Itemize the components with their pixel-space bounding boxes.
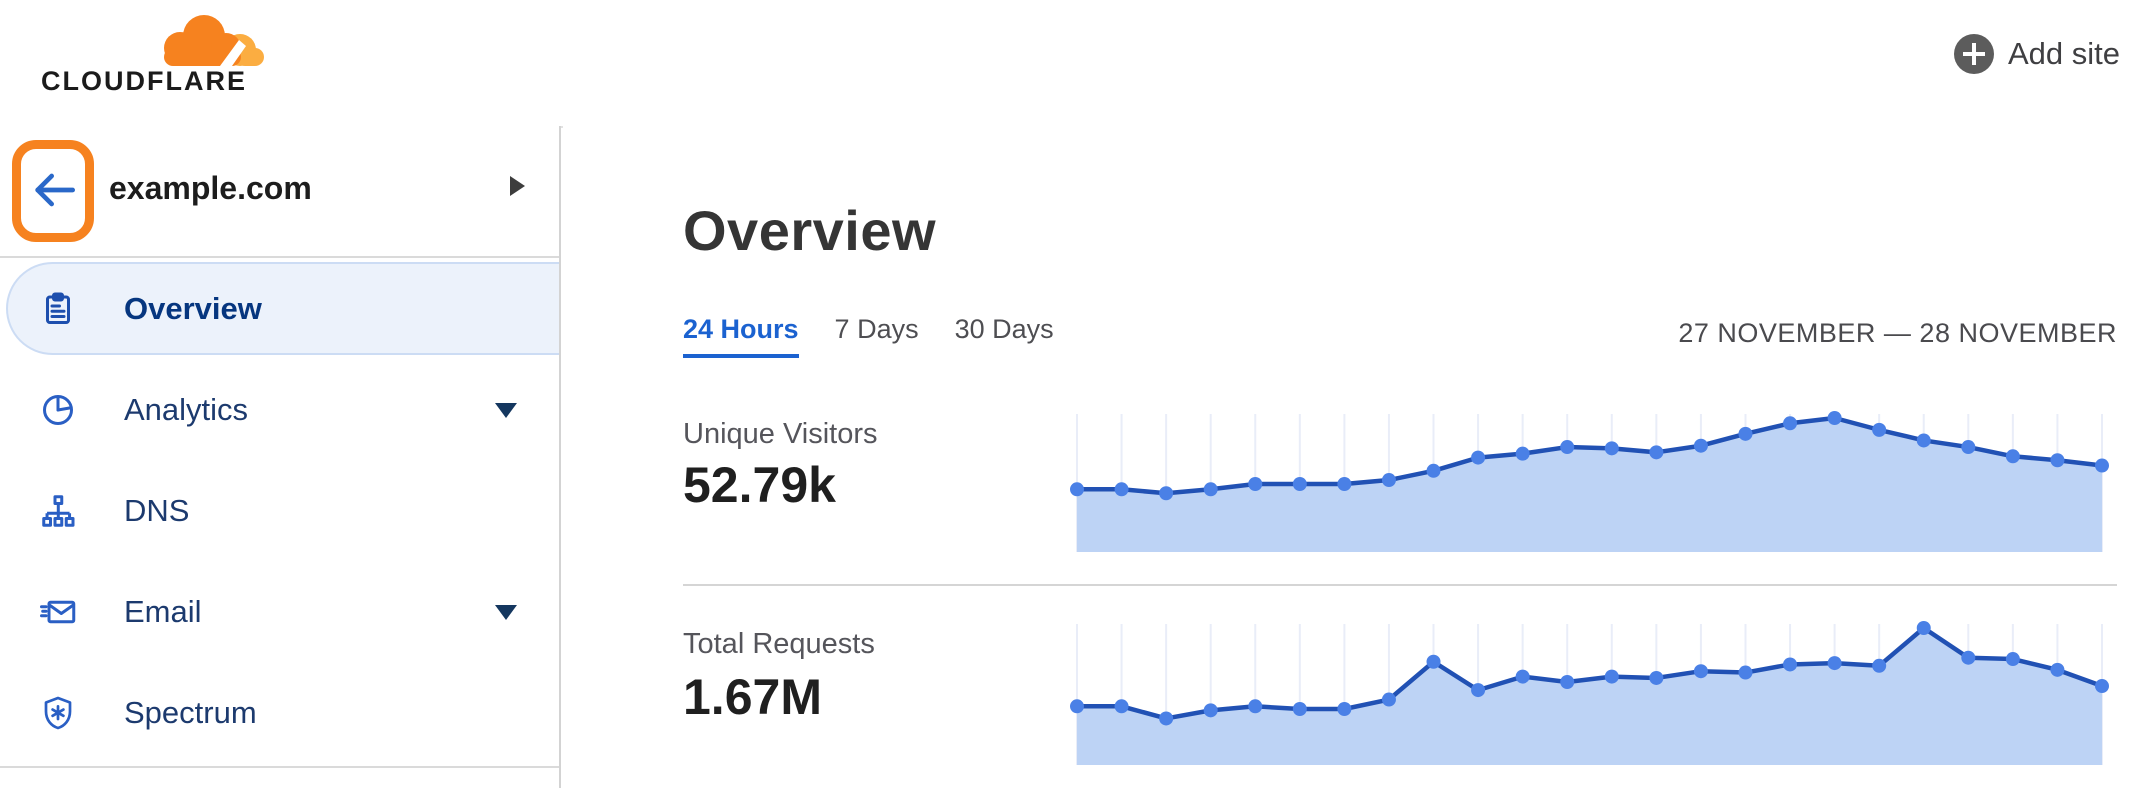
tab-30-days[interactable]: 30 Days — [954, 314, 1054, 344]
email-icon — [40, 594, 76, 630]
add-site-label: Add site — [2007, 36, 2120, 71]
add-site-button[interactable]: Add site — [1953, 34, 2120, 74]
chevron-right-icon[interactable] — [510, 176, 525, 196]
plus-circle-icon — [1953, 34, 1994, 74]
sidebar-nav: Overview Analytics — [0, 258, 559, 763]
sidebar-item-overview[interactable]: Overview — [0, 258, 559, 359]
time-range-tabs: 24 Hours 7 Days 30 Days — [683, 314, 1054, 358]
metric-value-total-requests: 1.67M — [683, 669, 822, 725]
sidebar-item-email[interactable]: Email — [0, 561, 559, 662]
sidebar-item-label: Spectrum — [124, 694, 257, 730]
site-switcher-row: example.com — [0, 126, 559, 258]
tab-7-days[interactable]: 7 Days — [834, 314, 919, 344]
metric-row-divider — [683, 584, 2117, 586]
sidebar-item-label: Analytics — [124, 391, 249, 427]
sidebar-item-dns[interactable]: DNS — [0, 460, 559, 561]
sidebar-divider — [0, 766, 559, 768]
metric-label-total-requests: Total Requests — [683, 628, 875, 660]
total-requests-sparkline[interactable] — [1069, 620, 2110, 765]
back-button[interactable] — [26, 160, 82, 220]
sidebar-item-label: DNS — [124, 492, 190, 528]
page-title: Overview — [683, 199, 937, 262]
sidebar-item-spectrum[interactable]: Spectrum — [0, 662, 559, 763]
date-range-label: 27 NOVEMBER — 28 NOVEMBER — [1678, 318, 2117, 348]
tab-24-hours[interactable]: 24 Hours — [683, 314, 799, 358]
sitemap-icon — [40, 493, 76, 529]
cloudflare-logo: CLOUDFLARE — [24, 6, 264, 118]
sidebar-item-analytics[interactable]: Analytics — [0, 359, 559, 460]
chevron-down-icon[interactable] — [495, 605, 517, 620]
pie-chart-icon — [40, 392, 76, 428]
main-content: Overview 24 Hours 7 Days 30 Days 27 NOVE… — [563, 126, 2148, 788]
shield-icon — [40, 695, 76, 731]
sidebar: example.com Overview — [0, 126, 561, 788]
site-name: example.com — [109, 170, 312, 206]
cloudflare-cloud-icon — [164, 15, 264, 66]
sidebar-item-label: Email — [124, 593, 202, 629]
metric-label-unique-visitors: Unique Visitors — [683, 418, 878, 450]
sidebar-item-label: Overview — [124, 290, 262, 326]
logo-wordmark: CLOUDFLARE — [41, 66, 247, 96]
clipboard-icon — [40, 291, 76, 327]
top-header: CLOUDFLARE Add site — [0, 0, 2148, 128]
metric-value-unique-visitors: 52.79k — [683, 457, 836, 513]
unique-visitors-sparkline[interactable] — [1069, 410, 2110, 552]
arrow-left-icon — [35, 173, 75, 207]
chevron-down-icon[interactable] — [495, 403, 517, 418]
